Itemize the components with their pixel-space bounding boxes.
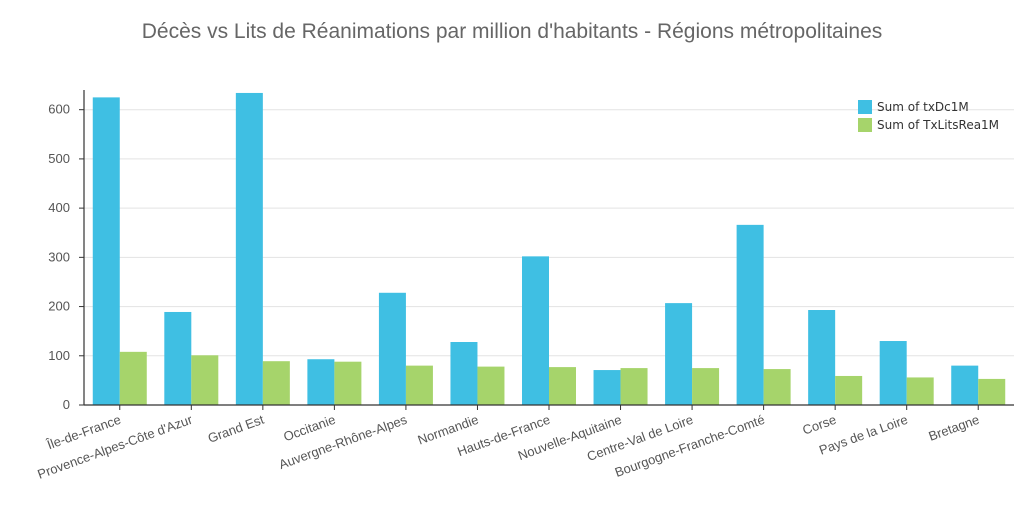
bar-txdc1m[interactable] — [879, 341, 907, 405]
bar-txlitsrea1m[interactable] — [262, 361, 290, 405]
bar-txdc1m[interactable] — [665, 303, 693, 405]
y-tick-label: 600 — [48, 102, 70, 117]
bar-txdc1m[interactable] — [307, 359, 335, 405]
bar-txdc1m[interactable] — [951, 365, 979, 405]
y-tick-label: 200 — [48, 299, 70, 314]
x-tick-label: Corse — [800, 412, 838, 438]
bar-txlitsrea1m[interactable] — [549, 367, 576, 405]
bar-txlitsrea1m[interactable] — [191, 355, 219, 405]
x-tick-label: Grand Est — [206, 412, 266, 446]
bars — [92, 92, 1006, 405]
bar-txdc1m[interactable] — [92, 97, 120, 405]
y-axis-ticks: 0 100 200 300 400 500 600 — [48, 102, 84, 412]
y-tick-label: 400 — [48, 200, 70, 215]
bar-txdc1m[interactable] — [164, 311, 192, 405]
bar-txdc1m[interactable] — [736, 224, 764, 405]
y-tick-label: 100 — [48, 348, 70, 363]
bar-txlitsrea1m[interactable] — [405, 365, 433, 405]
bar-txlitsrea1m[interactable] — [477, 366, 505, 405]
y-tick-label: 500 — [48, 151, 70, 166]
bar-txlitsrea1m[interactable] — [763, 369, 791, 405]
bar-txdc1m[interactable] — [522, 256, 549, 405]
chart-title: Décès vs Lits de Réanimations par millio… — [141, 20, 883, 43]
bar-txlitsrea1m[interactable] — [620, 368, 648, 405]
bar-txdc1m[interactable] — [593, 370, 621, 405]
bar-txdc1m[interactable] — [378, 292, 406, 405]
legend-swatch[interactable] — [858, 118, 872, 132]
bar-txlitsrea1m[interactable] — [835, 375, 863, 405]
bar-txlitsrea1m[interactable] — [978, 378, 1006, 405]
bar-txdc1m[interactable] — [808, 310, 836, 405]
y-tick-label: 0 — [63, 397, 70, 412]
bar-txlitsrea1m[interactable] — [906, 377, 934, 405]
legend-label[interactable]: Sum of TxLitsRea1M — [877, 118, 999, 132]
bar-txdc1m[interactable] — [235, 92, 263, 405]
legend[interactable]: Sum of txDc1M Sum of TxLitsRea1M — [858, 100, 999, 132]
y-tick-label: 300 — [48, 249, 70, 264]
bar-txlitsrea1m[interactable] — [334, 361, 362, 405]
bar-txdc1m[interactable] — [450, 342, 478, 405]
legend-label[interactable]: Sum of txDc1M — [877, 100, 969, 114]
bar-txlitsrea1m[interactable] — [119, 351, 147, 405]
x-tick-label: Auvergne-Rhône-Alpes — [277, 412, 410, 472]
legend-swatch[interactable] — [858, 100, 872, 114]
x-tick-label: Bretagne — [927, 412, 982, 444]
bar-txlitsrea1m[interactable] — [692, 368, 720, 405]
